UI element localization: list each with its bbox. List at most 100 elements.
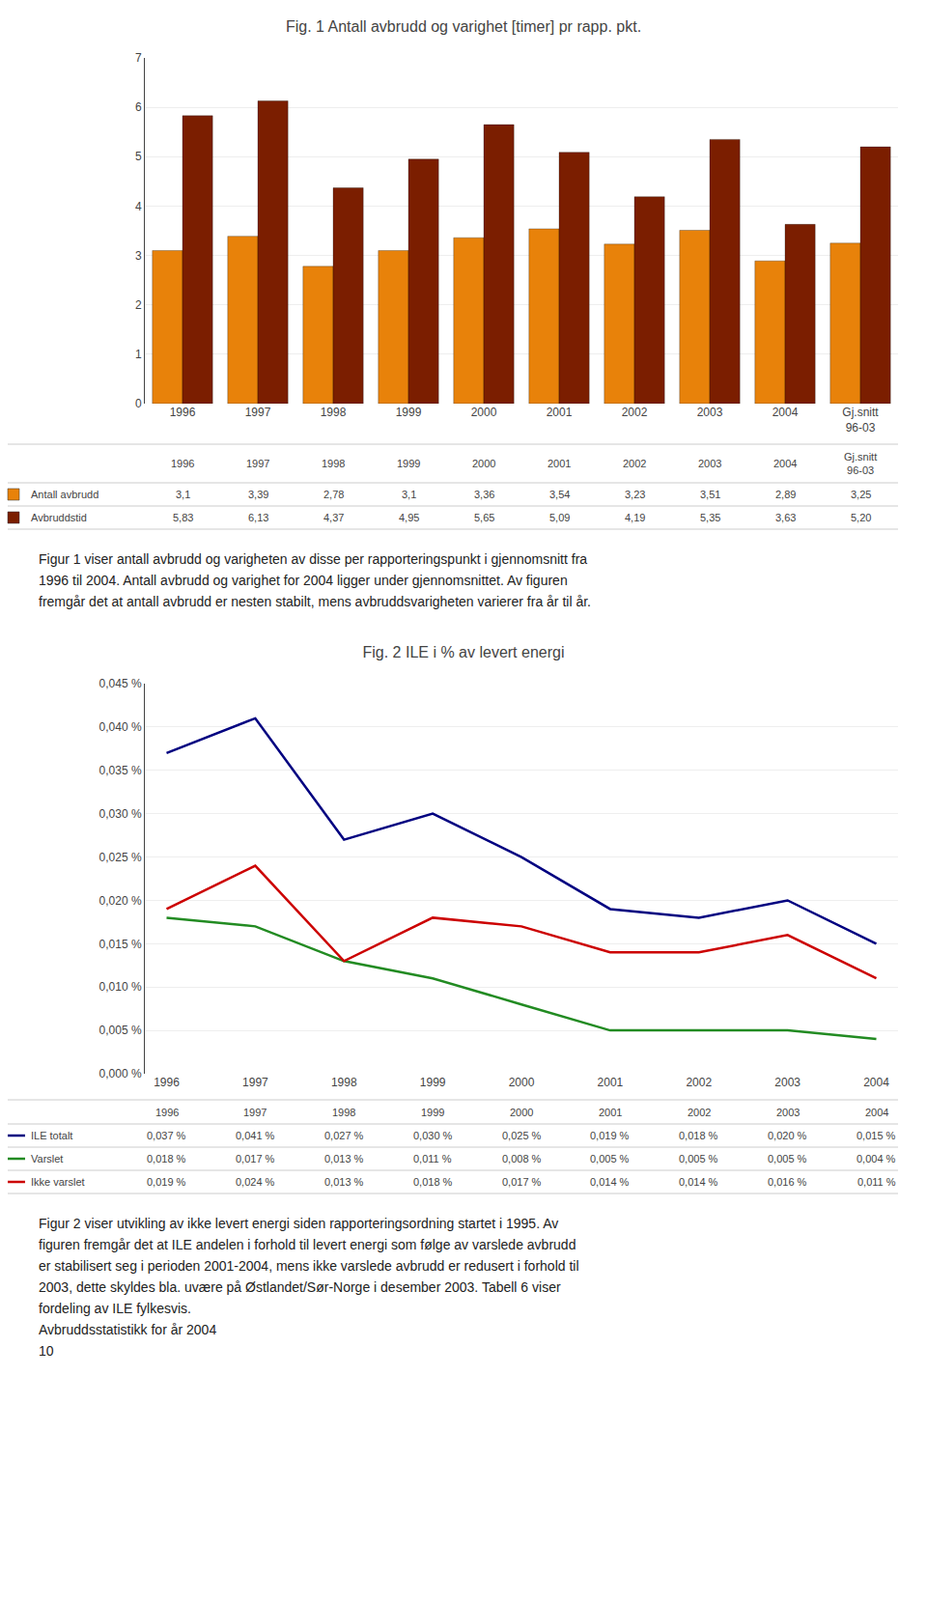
svg-text:6: 6 (135, 100, 142, 114)
svg-text:Varslet: Varslet (30, 1152, 63, 1165)
svg-text:1996: 1996 (153, 1075, 180, 1090)
svg-text:2002: 2002 (622, 457, 647, 470)
svg-text:0,018 %: 0,018 % (146, 1152, 187, 1165)
svg-text:Gj.snitt96-03: Gj.snitt96-03 (843, 450, 877, 477)
svg-text:2000: 2000 (509, 1106, 534, 1119)
svg-text:3,25: 3,25 (850, 488, 871, 501)
svg-text:Avbruddstid: Avbruddstid (30, 511, 87, 524)
svg-text:3,1: 3,1 (401, 488, 417, 501)
svg-text:2000: 2000 (472, 457, 496, 470)
svg-text:3,1: 3,1 (175, 488, 191, 501)
svg-text:4: 4 (135, 199, 142, 214)
svg-text:0,005 %: 0,005 % (678, 1152, 719, 1165)
svg-text:0,005 %: 0,005 % (99, 1023, 142, 1038)
svg-text:3,51: 3,51 (700, 488, 721, 501)
svg-text:1: 1 (135, 347, 142, 362)
svg-text:2,78: 2,78 (323, 488, 344, 501)
svg-text:2002: 2002 (685, 1075, 712, 1090)
svg-text:4,95: 4,95 (398, 511, 420, 524)
svg-text:0,017 %: 0,017 % (235, 1152, 276, 1165)
svg-text:5,65: 5,65 (474, 511, 495, 524)
svg-text:7: 7 (135, 51, 142, 65)
svg-text:5,09: 5,09 (549, 511, 570, 524)
svg-text:2003: 2003 (774, 1075, 801, 1090)
svg-text:3,23: 3,23 (624, 488, 646, 501)
svg-text:0,013 %: 0,013 % (324, 1152, 365, 1165)
svg-text:0,030 %: 0,030 % (413, 1129, 453, 1142)
svg-text:0,027 %: 0,027 % (324, 1129, 365, 1142)
svg-text:0,024 %: 0,024 % (235, 1176, 276, 1188)
svg-text:5,20: 5,20 (850, 511, 871, 524)
svg-text:3,36: 3,36 (474, 488, 495, 501)
svg-text:1997: 1997 (245, 405, 272, 420)
svg-text:Fig. 1 Antall avbrudd og varig: Fig. 1 Antall avbrudd og varighet [timer… (285, 18, 642, 35)
svg-text:2004: 2004 (863, 1075, 890, 1090)
svg-text:3: 3 (135, 249, 142, 263)
svg-text:Fig. 2 ILE i % av levert energ: Fig. 2 ILE i % av levert energi (363, 644, 565, 661)
svg-text:1999: 1999 (420, 1075, 447, 1090)
svg-text:5,35: 5,35 (700, 511, 721, 524)
svg-text:ILE totalt: ILE totalt (30, 1129, 73, 1142)
svg-text:2002: 2002 (621, 405, 648, 420)
svg-text:Ikke varslet: Ikke varslet (30, 1176, 85, 1188)
svg-text:3,39: 3,39 (248, 488, 269, 501)
svg-text:0,020 %: 0,020 % (99, 894, 142, 908)
svg-text:0,015 %: 0,015 % (99, 937, 142, 952)
svg-text:0,020 %: 0,020 % (767, 1129, 808, 1142)
svg-text:2003: 2003 (697, 405, 724, 420)
svg-text:1999: 1999 (395, 405, 422, 420)
svg-text:0,005 %: 0,005 % (767, 1152, 808, 1165)
svg-text:1998: 1998 (331, 1075, 358, 1090)
svg-text:1996: 1996 (170, 457, 195, 470)
svg-text:0,025 %: 0,025 % (502, 1129, 542, 1142)
svg-text:0,018 %: 0,018 % (678, 1129, 719, 1142)
svg-text:1997: 1997 (242, 1075, 269, 1090)
svg-text:2004: 2004 (772, 405, 799, 420)
svg-text:0,037 %: 0,037 % (146, 1129, 187, 1142)
svg-text:0,011 %: 0,011 % (413, 1152, 452, 1165)
svg-text:2001: 2001 (598, 1106, 622, 1119)
svg-text:3,54: 3,54 (549, 488, 570, 501)
svg-text:0: 0 (135, 396, 142, 411)
svg-text:0,013 %: 0,013 % (324, 1176, 365, 1188)
svg-text:1996: 1996 (169, 405, 197, 420)
svg-text:0,019 %: 0,019 % (589, 1129, 630, 1142)
svg-text:1996: 1996 (155, 1106, 179, 1119)
svg-text:1997: 1997 (243, 1106, 267, 1119)
svg-text:2002: 2002 (687, 1106, 711, 1119)
svg-text:0,014 %: 0,014 % (589, 1176, 630, 1188)
svg-text:1999: 1999 (396, 457, 421, 470)
svg-text:0,005 %: 0,005 % (589, 1152, 630, 1165)
svg-text:0,014 %: 0,014 % (678, 1176, 719, 1188)
svg-text:0,035 %: 0,035 % (99, 763, 142, 778)
svg-text:0,011 %: 0,011 % (857, 1176, 897, 1188)
svg-text:0,010 %: 0,010 % (99, 980, 142, 994)
svg-text:3,63: 3,63 (775, 511, 796, 524)
svg-text:4,37: 4,37 (323, 511, 344, 524)
svg-text:1998: 1998 (332, 1106, 356, 1119)
svg-text:2: 2 (135, 298, 142, 312)
svg-text:0,018 %: 0,018 % (413, 1176, 453, 1188)
svg-text:6,13: 6,13 (248, 511, 269, 524)
svg-text:2001: 2001 (547, 457, 571, 470)
svg-text:5: 5 (135, 149, 142, 164)
svg-text:0,015 %: 0,015 % (856, 1129, 897, 1142)
svg-text:1998: 1998 (321, 457, 345, 470)
svg-text:0,025 %: 0,025 % (99, 850, 142, 865)
svg-text:2003: 2003 (698, 457, 722, 470)
svg-text:0,019 %: 0,019 % (146, 1176, 187, 1188)
svg-text:0,045 %: 0,045 % (99, 676, 142, 691)
svg-text:1997: 1997 (246, 457, 270, 470)
svg-text:2000: 2000 (471, 405, 498, 420)
svg-text:0,004 %: 0,004 % (856, 1152, 897, 1165)
svg-text:2,89: 2,89 (775, 488, 796, 501)
svg-text:4,19: 4,19 (624, 511, 646, 524)
svg-text:0,030 %: 0,030 % (99, 807, 142, 821)
svg-text:0,041 %: 0,041 % (235, 1129, 276, 1142)
svg-text:0,016 %: 0,016 % (767, 1176, 808, 1188)
svg-text:2004: 2004 (773, 457, 797, 470)
svg-text:2000: 2000 (508, 1075, 535, 1090)
svg-text:5,83: 5,83 (172, 511, 194, 524)
svg-text:0,017 %: 0,017 % (502, 1176, 542, 1188)
svg-text:2001: 2001 (597, 1075, 624, 1090)
